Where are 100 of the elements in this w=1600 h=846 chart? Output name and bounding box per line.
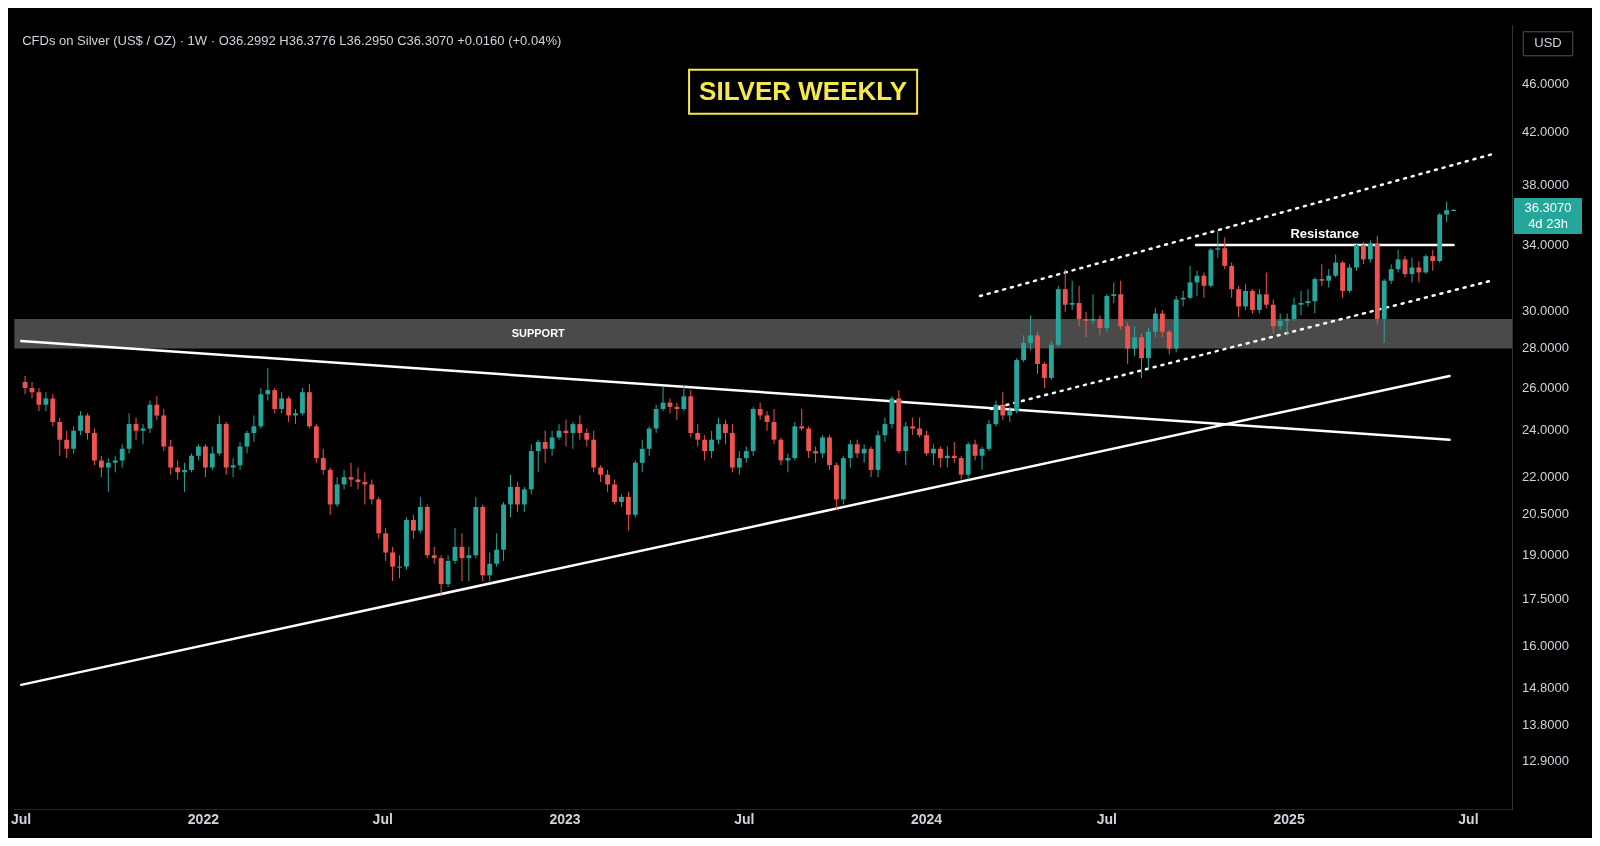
candlestick	[1319, 263, 1325, 287]
candlestick	[1236, 285, 1242, 318]
candlestick	[1152, 307, 1158, 338]
candlestick	[868, 446, 874, 478]
candlestick	[653, 404, 659, 434]
y-tick-label: 28.0000	[1522, 340, 1569, 356]
y-tick-label: 38.0000	[1522, 177, 1569, 193]
text: CFDs on Silver (US$ / OZ) · 1W · O36.2992 H36.3776 L36.2950 C36.3070 +0.0160 (+0.04%)	[22, 33, 562, 49]
candlestick	[625, 491, 631, 532]
x-tick-label: Jul	[734, 811, 755, 828]
candlestick	[723, 419, 728, 445]
candlestick	[521, 486, 527, 513]
candlestick	[1000, 391, 1006, 421]
candlestick	[1354, 243, 1359, 272]
y-tick-label: 17.5000	[1522, 590, 1569, 606]
candlestick	[1298, 290, 1304, 316]
candlestick	[917, 417, 923, 438]
candlestick	[334, 476, 340, 508]
candlestick	[57, 417, 63, 457]
candlestick	[1229, 262, 1235, 299]
candlestick	[508, 474, 513, 518]
candlestick	[1263, 271, 1269, 309]
candlestick	[937, 446, 943, 469]
candlestick	[251, 414, 257, 443]
candlestick	[189, 452, 194, 473]
candlestick	[549, 430, 555, 457]
candlestick	[71, 425, 77, 454]
candlestick	[1256, 288, 1262, 315]
candlestick	[64, 430, 70, 459]
candlestick	[1021, 334, 1027, 363]
candlestick	[1367, 239, 1373, 264]
candlestick	[924, 430, 929, 457]
y-tick-label: 30.0000	[1522, 303, 1569, 319]
candlestick	[272, 387, 278, 414]
candlestick	[674, 402, 680, 421]
candlestick	[785, 452, 791, 473]
candlestick	[702, 434, 708, 461]
candlestick	[1111, 281, 1117, 304]
candlestick	[736, 450, 742, 476]
candlestick	[1388, 263, 1394, 285]
candlestick	[972, 439, 978, 461]
y-tick-label: 19.0000	[1522, 546, 1569, 562]
candlestick	[1042, 361, 1047, 389]
candlestick	[1430, 249, 1436, 272]
x-tick-label: Jul	[372, 811, 393, 828]
y-tick-label: 13.8000	[1522, 717, 1569, 733]
candlestick	[417, 496, 423, 534]
candlestick	[410, 514, 416, 540]
x-tick-label: 2025	[1273, 811, 1305, 828]
candlestick	[1076, 285, 1082, 327]
candlestick	[1444, 200, 1450, 223]
x-tick-label: Jul	[1458, 811, 1479, 828]
candlestick	[1250, 288, 1255, 315]
candlestick	[681, 385, 687, 412]
candlestick	[105, 457, 111, 493]
candlestick	[542, 430, 548, 464]
candlestick	[577, 414, 583, 441]
candlestick	[348, 462, 354, 488]
candlestick	[612, 479, 617, 505]
y-tick-label: 16.0000	[1522, 638, 1569, 654]
candlestick	[951, 441, 957, 464]
candlestick	[1347, 263, 1352, 294]
candlestick	[847, 439, 853, 469]
y-tick-label: 34.0000	[1522, 236, 1569, 252]
candlestick	[709, 430, 715, 459]
candlestick	[806, 425, 812, 459]
candlestick	[445, 554, 451, 588]
candlestick	[487, 551, 493, 582]
candlestick	[1333, 254, 1339, 278]
candlestick	[320, 448, 326, 476]
candlestick	[1069, 280, 1075, 311]
text: USD	[1534, 35, 1562, 51]
candlestick	[931, 443, 936, 466]
text: 36.3070	[1524, 199, 1572, 215]
candlestick	[85, 412, 90, 441]
candlestick	[1132, 325, 1138, 357]
candlestick	[861, 443, 867, 464]
text: 4d 23h	[1528, 215, 1568, 231]
candlestick	[1222, 236, 1228, 270]
x-tick-label: 2024	[910, 811, 943, 828]
candlestick	[119, 443, 125, 469]
candlestick	[286, 395, 292, 423]
candlestick	[1201, 271, 1207, 299]
candlestick	[1284, 313, 1290, 336]
y-tick-label: 42.0000	[1522, 124, 1569, 139]
candlestick	[1395, 249, 1401, 273]
candlestick	[1270, 299, 1276, 335]
candlestick	[1243, 283, 1248, 311]
candlestick	[958, 455, 964, 481]
candlestick	[535, 439, 541, 473]
x-tick-label: Jul	[1096, 811, 1117, 828]
candlestick	[1062, 268, 1068, 313]
candlestick	[154, 395, 160, 421]
candlestick	[1305, 288, 1311, 307]
candlestick	[1139, 333, 1144, 379]
y-tick-label: 24.0000	[1522, 422, 1569, 438]
x-tick-label: 2022	[187, 811, 220, 828]
x-tick-label: Jul	[11, 811, 32, 828]
candlestick	[98, 455, 104, 478]
candlestick	[43, 391, 49, 412]
